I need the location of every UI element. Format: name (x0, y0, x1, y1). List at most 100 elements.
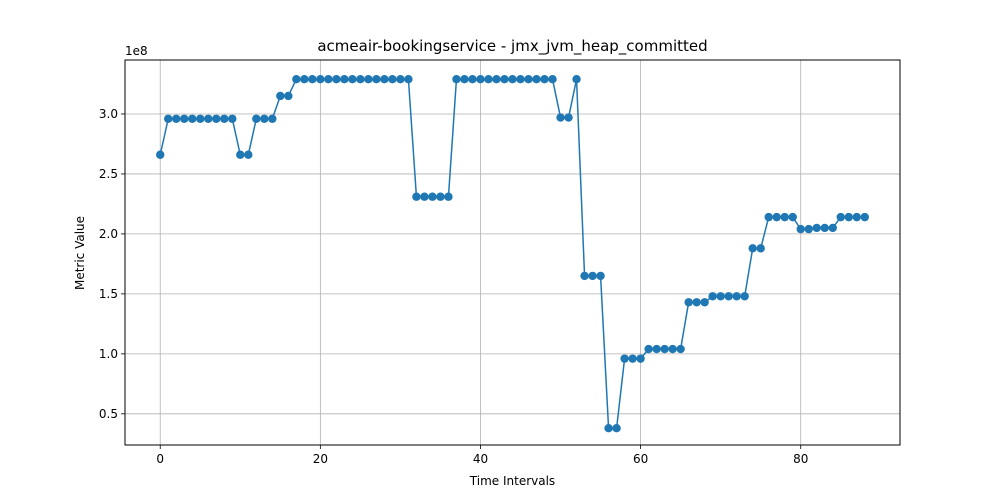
data-point (468, 74, 477, 84)
y-tick-label: 1.0 (99, 347, 118, 361)
data-point (284, 91, 293, 101)
y-tick-label: 2.5 (99, 167, 118, 181)
data-point (308, 74, 317, 84)
data-point (524, 74, 533, 84)
data-point (556, 113, 565, 122)
data-point (260, 114, 269, 123)
data-point (476, 74, 485, 84)
data-point (780, 212, 789, 222)
data-point (332, 74, 341, 84)
x-axis-label: Time Intervals (469, 474, 555, 488)
data-point (436, 192, 445, 201)
data-point (428, 192, 437, 201)
data-point (412, 192, 421, 201)
data-point (156, 150, 165, 159)
data-point (860, 212, 869, 222)
data-point (660, 344, 669, 354)
x-tick-label: 80 (793, 452, 808, 466)
data-point (444, 192, 453, 201)
data-point (228, 114, 237, 123)
data-point (836, 212, 845, 222)
data-point (612, 424, 621, 433)
x-tick-label: 0 (156, 452, 164, 466)
data-point (636, 354, 645, 363)
data-point (532, 74, 541, 84)
grid (125, 60, 900, 445)
data-point (500, 74, 509, 84)
data-point (252, 114, 261, 123)
data-point (652, 344, 661, 354)
data-point (732, 292, 741, 301)
data-point (276, 91, 285, 101)
data-point (700, 298, 709, 307)
data-point (620, 354, 629, 363)
data-point (300, 74, 309, 84)
y-tick-label: 1.5 (99, 287, 118, 301)
data-point (708, 292, 717, 301)
data-point (420, 192, 429, 201)
data-point (356, 74, 365, 84)
x-tick-label: 60 (633, 452, 648, 466)
data-point (772, 212, 781, 222)
data-point (388, 74, 397, 84)
data-point (380, 74, 389, 84)
y-tick-label: 2.0 (99, 227, 118, 241)
data-point (484, 74, 493, 84)
data-point (644, 344, 653, 354)
data-point (668, 344, 677, 354)
x-axis: 0 20 40 60 80 (156, 445, 808, 466)
y-tick-label: 0.5 (99, 407, 118, 421)
data-point (692, 298, 701, 307)
data-point (372, 74, 381, 84)
data-point (852, 212, 861, 222)
data-point (812, 223, 821, 233)
data-point (348, 74, 357, 84)
data-point (820, 223, 829, 233)
y-axis: 0.5 1.0 1.5 2.0 2.5 3.0 (99, 107, 125, 421)
data-point (572, 74, 581, 84)
data-point (764, 212, 773, 222)
data-point (724, 292, 733, 301)
data-point (796, 224, 805, 234)
data-point (804, 224, 813, 234)
y-axis-offset-label: 1e8 (125, 44, 148, 58)
data-point (364, 74, 373, 84)
data-point (180, 114, 189, 123)
data-point (460, 74, 469, 84)
data-point (196, 114, 205, 123)
data-point (716, 292, 725, 301)
data-point (508, 74, 517, 84)
y-tick-label: 3.0 (99, 107, 118, 121)
data-point (188, 114, 197, 123)
data-point (548, 74, 557, 84)
data-point (268, 114, 277, 123)
chart-title: acmeair-bookingservice - jmx_jvm_heap_co… (317, 37, 707, 56)
data-point (748, 244, 757, 253)
data-point (244, 150, 253, 159)
data-point (740, 292, 749, 301)
data-point (596, 271, 605, 281)
data-point (340, 74, 349, 84)
data-point (756, 244, 765, 253)
data-point (172, 114, 181, 123)
data-point (164, 114, 173, 123)
data-point (628, 354, 637, 363)
data-point (204, 114, 213, 123)
data-point (604, 424, 613, 433)
data-point (220, 114, 229, 123)
plot-frame (124, 59, 901, 446)
data-point (540, 74, 549, 84)
data-point (684, 298, 693, 307)
data-point (212, 114, 221, 123)
data-point (516, 74, 525, 84)
series-layer (156, 74, 869, 433)
data-point (396, 74, 405, 84)
data-point (452, 74, 461, 84)
data-point (404, 74, 413, 84)
data-point (292, 74, 301, 84)
x-tick-label: 20 (313, 452, 328, 466)
x-tick-label: 40 (473, 452, 488, 466)
y-axis-label: Metric Value (73, 216, 87, 290)
